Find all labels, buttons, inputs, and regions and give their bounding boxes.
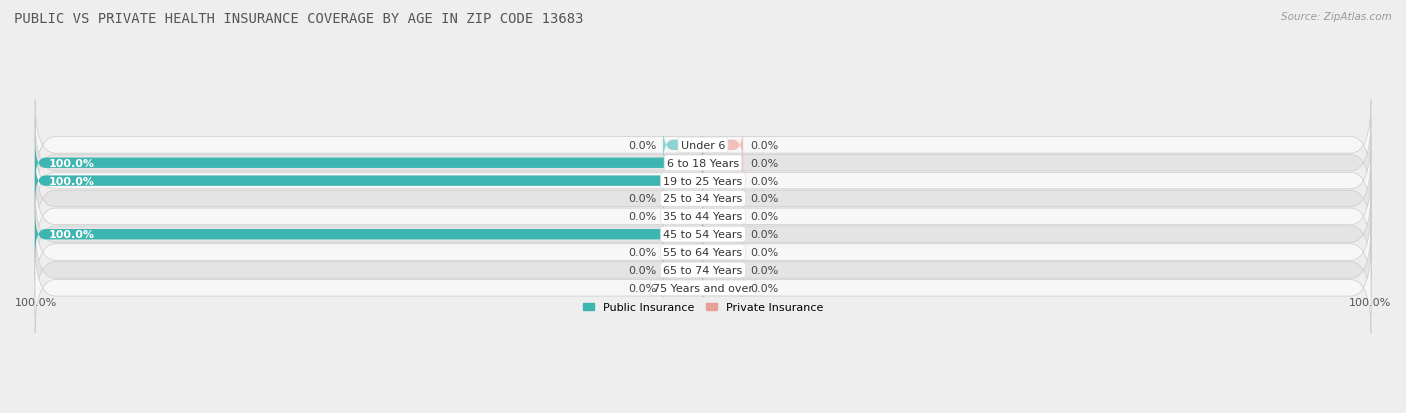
Text: 0.0%: 0.0% — [749, 283, 778, 293]
Text: 100.0%: 100.0% — [1348, 297, 1391, 307]
Text: 0.0%: 0.0% — [628, 140, 657, 150]
Text: 19 to 25 Years: 19 to 25 Years — [664, 176, 742, 186]
Text: 0.0%: 0.0% — [628, 283, 657, 293]
Text: 55 to 64 Years: 55 to 64 Years — [664, 247, 742, 257]
FancyBboxPatch shape — [703, 213, 744, 256]
FancyBboxPatch shape — [703, 231, 744, 274]
Text: 0.0%: 0.0% — [628, 194, 657, 204]
FancyBboxPatch shape — [35, 171, 1371, 262]
FancyBboxPatch shape — [35, 243, 1371, 333]
Text: 0.0%: 0.0% — [628, 265, 657, 275]
FancyBboxPatch shape — [703, 142, 744, 185]
FancyBboxPatch shape — [662, 124, 703, 167]
FancyBboxPatch shape — [35, 213, 703, 256]
Text: 35 to 44 Years: 35 to 44 Years — [664, 212, 742, 222]
Text: 0.0%: 0.0% — [628, 247, 657, 257]
FancyBboxPatch shape — [35, 225, 1371, 316]
FancyBboxPatch shape — [662, 178, 703, 221]
Text: 0.0%: 0.0% — [749, 230, 778, 240]
FancyBboxPatch shape — [703, 124, 744, 167]
Text: 65 to 74 Years: 65 to 74 Years — [664, 265, 742, 275]
FancyBboxPatch shape — [662, 195, 703, 238]
Text: 75 Years and over: 75 Years and over — [652, 283, 754, 293]
FancyBboxPatch shape — [35, 136, 1371, 226]
FancyBboxPatch shape — [703, 159, 744, 203]
FancyBboxPatch shape — [35, 159, 703, 203]
Text: Source: ZipAtlas.com: Source: ZipAtlas.com — [1281, 12, 1392, 22]
Text: 45 to 54 Years: 45 to 54 Years — [664, 230, 742, 240]
Text: 0.0%: 0.0% — [749, 194, 778, 204]
FancyBboxPatch shape — [35, 207, 1371, 298]
FancyBboxPatch shape — [35, 142, 703, 185]
Text: 0.0%: 0.0% — [749, 212, 778, 222]
Text: Under 6: Under 6 — [681, 140, 725, 150]
FancyBboxPatch shape — [35, 154, 1371, 244]
Text: 100.0%: 100.0% — [48, 176, 94, 186]
Legend: Public Insurance, Private Insurance: Public Insurance, Private Insurance — [579, 298, 827, 317]
Text: 0.0%: 0.0% — [749, 247, 778, 257]
FancyBboxPatch shape — [703, 195, 744, 238]
Text: 0.0%: 0.0% — [628, 212, 657, 222]
Text: 100.0%: 100.0% — [48, 230, 94, 240]
FancyBboxPatch shape — [662, 231, 703, 274]
FancyBboxPatch shape — [35, 100, 1371, 191]
FancyBboxPatch shape — [35, 190, 1371, 280]
Text: 0.0%: 0.0% — [749, 265, 778, 275]
Text: 6 to 18 Years: 6 to 18 Years — [666, 158, 740, 169]
FancyBboxPatch shape — [703, 249, 744, 292]
FancyBboxPatch shape — [662, 249, 703, 292]
Text: 100.0%: 100.0% — [48, 158, 94, 169]
FancyBboxPatch shape — [703, 266, 744, 310]
Text: PUBLIC VS PRIVATE HEALTH INSURANCE COVERAGE BY AGE IN ZIP CODE 13683: PUBLIC VS PRIVATE HEALTH INSURANCE COVER… — [14, 12, 583, 26]
FancyBboxPatch shape — [35, 118, 1371, 209]
Text: 0.0%: 0.0% — [749, 140, 778, 150]
Text: 25 to 34 Years: 25 to 34 Years — [664, 194, 742, 204]
FancyBboxPatch shape — [662, 266, 703, 310]
Text: 0.0%: 0.0% — [749, 158, 778, 169]
FancyBboxPatch shape — [703, 178, 744, 221]
Text: 100.0%: 100.0% — [15, 297, 58, 307]
Text: 0.0%: 0.0% — [749, 176, 778, 186]
